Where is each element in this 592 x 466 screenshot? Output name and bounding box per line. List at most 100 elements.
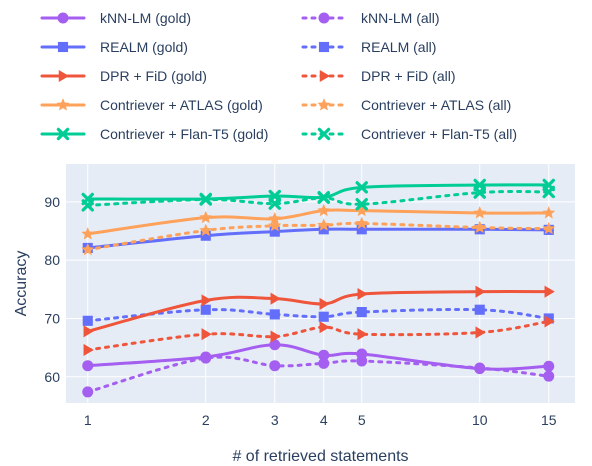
x-tick-label: 15	[541, 412, 557, 428]
legend-item-contriever-atlas-all[interactable]: Contriever + ATLAS (all)	[301, 97, 511, 113]
legend-item-knn-lm-all[interactable]: kNN-LM (all)	[301, 10, 440, 26]
series-contriever-atlas-gold	[81, 203, 556, 240]
legend-label: DPR + FiD (all)	[361, 68, 456, 84]
data-point	[268, 218, 282, 232]
data-point	[473, 186, 486, 199]
legend-marker-swatch	[317, 98, 331, 111]
legend-label: REALM (all)	[361, 39, 436, 55]
data-point	[355, 203, 369, 217]
legend-label: kNN-LM (gold)	[100, 10, 191, 26]
legend-label: kNN-LM (all)	[361, 10, 440, 26]
data-point	[268, 197, 282, 210]
data-point	[199, 210, 213, 224]
data-point	[81, 242, 95, 256]
y-tick-label: 70	[44, 310, 60, 326]
legend-label: Contriever + ATLAS (all)	[361, 97, 511, 113]
data-point	[543, 370, 555, 382]
data-point	[542, 221, 556, 235]
data-point	[82, 315, 93, 326]
x-axis-ticks: 1 2 3 4 5 10 15	[84, 412, 557, 428]
data-point	[317, 218, 331, 231]
data-point	[83, 343, 94, 357]
data-point	[201, 294, 212, 307]
data-point	[318, 311, 329, 322]
data-point	[269, 360, 281, 372]
x-tick-label: 5	[358, 412, 366, 428]
data-point	[317, 203, 331, 217]
legend-label: REALM (gold)	[100, 39, 188, 55]
data-point	[199, 193, 212, 206]
series-knn-lm-all	[82, 352, 555, 398]
data-point	[82, 360, 94, 372]
legend-marker-swatch	[57, 41, 69, 53]
data-point	[542, 206, 556, 219]
legend-label: Contriever + ATLAS (gold)	[100, 97, 263, 113]
legend-label: Contriever + Flan-T5 (gold)	[100, 126, 268, 142]
y-axis-title: Accuracy	[13, 251, 30, 317]
x-tick-label: 1	[84, 412, 92, 428]
data-point	[201, 328, 212, 341]
legend-marker-swatch	[56, 98, 70, 111]
data-point	[356, 355, 368, 367]
data-point	[200, 230, 211, 241]
data-point	[318, 349, 330, 361]
legend: kNN-LM (gold) kNN-LM (all) REALM (gold) REA…	[40, 10, 517, 142]
data-point	[318, 224, 329, 235]
legend-marker-swatch	[317, 127, 331, 141]
data-point	[319, 321, 330, 334]
data-point	[269, 226, 280, 237]
x-axis-title: # of retrieved statements	[232, 448, 408, 465]
series-contriever-flan-t5-all	[81, 185, 555, 212]
x-tick-label: 4	[320, 412, 328, 428]
series-contriever-atlas-all	[81, 216, 556, 256]
legend-item-realm-all[interactable]: REALM (all)	[301, 39, 436, 55]
data-point	[270, 292, 281, 305]
legend-marker-swatch	[318, 41, 330, 53]
y-tick-label: 80	[44, 252, 60, 268]
legend-item-contriever-flan-t5-gold[interactable]: Contriever + Flan-T5 (gold)	[40, 126, 268, 142]
legend-marker-swatch	[57, 12, 69, 24]
legend-item-dpr-fid-gold[interactable]: DPR + FiD (gold)	[40, 68, 207, 84]
data-point	[269, 309, 280, 320]
data-point	[199, 223, 213, 236]
legend-marker-swatch	[319, 69, 331, 83]
data-point	[83, 325, 94, 338]
legend-item-realm-gold[interactable]: REALM (gold)	[40, 39, 188, 55]
data-point	[81, 227, 95, 240]
series-dpr-fid-gold	[83, 285, 555, 338]
data-point	[542, 185, 555, 199]
data-point	[473, 206, 487, 219]
legend-label: Contriever + Flan-T5 (all)	[361, 126, 517, 142]
x-tick-label: 3	[271, 412, 279, 428]
data-point	[356, 224, 367, 235]
data-point	[81, 199, 94, 212]
legend-marker-swatch	[56, 127, 70, 141]
legend-marker-swatch	[318, 12, 330, 24]
data-point	[269, 339, 281, 351]
data-point	[357, 287, 368, 301]
legend-item-dpr-fid-all[interactable]: DPR + FiD (all)	[301, 68, 456, 84]
y-axis-ticks: 60 70 80 90	[44, 194, 60, 385]
data-point	[474, 304, 485, 315]
data-point	[319, 297, 330, 310]
data-point	[268, 211, 282, 225]
data-point	[82, 386, 94, 398]
data-point	[475, 285, 486, 298]
data-point	[474, 362, 486, 374]
y-tick-label: 60	[44, 369, 60, 385]
data-point	[200, 352, 212, 364]
data-point	[355, 181, 368, 194]
legend-item-contriever-flan-t5-all[interactable]: Contriever + Flan-T5 (all)	[301, 126, 517, 142]
x-tick-label: 10	[472, 412, 488, 428]
legend-item-knn-lm-gold[interactable]: kNN-LM (gold)	[40, 10, 191, 26]
legend-item-contriever-atlas-gold[interactable]: Contriever + ATLAS (gold)	[40, 97, 263, 113]
data-point	[544, 315, 555, 328]
data-point	[543, 360, 555, 372]
series-layer	[81, 178, 556, 398]
data-point	[270, 330, 281, 343]
y-tick-label: 90	[44, 194, 60, 210]
data-point	[475, 326, 486, 339]
data-point	[200, 304, 211, 315]
legend-marker-swatch	[58, 69, 70, 83]
